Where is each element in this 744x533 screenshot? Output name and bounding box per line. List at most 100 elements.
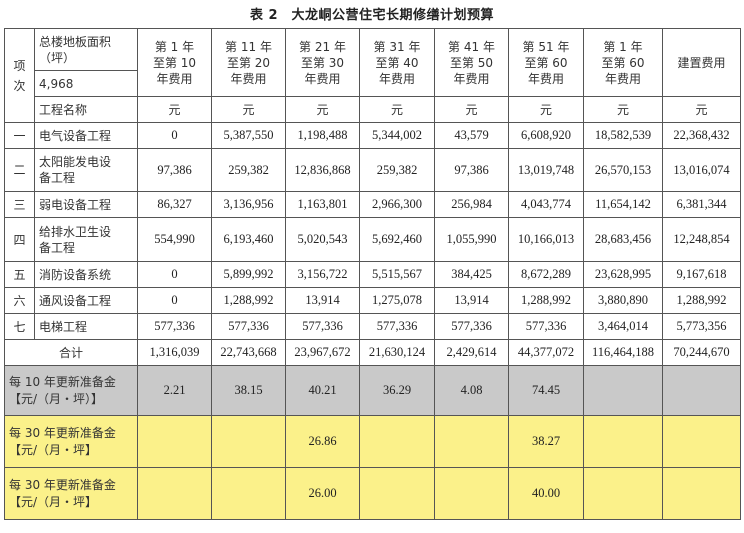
cell-value: 12,836,868 <box>285 148 360 192</box>
cell-value: 13,914 <box>285 287 360 314</box>
table-row: 一 电气设备工程 0 5,387,550 1,198,488 5,344,002… <box>4 122 741 149</box>
table-row: 四 给排水卫生设 备工程 554,990 6,193,460 5,020,543 … <box>4 217 741 262</box>
total-row: 合计 1,316,039 22,743,668 23,967,672 21,63… <box>4 339 741 366</box>
work-name: 太阳能发电设 备工程 <box>34 148 138 192</box>
reserve-value: 26.86 <box>285 415 360 468</box>
reserve-value <box>434 415 509 468</box>
cell-value: 97,386 <box>434 148 509 192</box>
reserve-30yr-label: 每 30 年更新准备金 【元/（月・坪】 <box>4 415 138 468</box>
cell-value: 1,288,992 <box>508 287 584 314</box>
work-name: 通风设备工程 <box>34 287 138 314</box>
total-floor-area-label: 总楼地板面积（坪） <box>34 28 138 71</box>
reserve-value: 40.00 <box>508 467 584 520</box>
item-number-header: 项 次 <box>4 28 35 123</box>
cell-value: 1,288,992 <box>211 287 286 314</box>
cell-value: 1,163,801 <box>285 191 360 218</box>
reserve-value: 38.15 <box>211 365 286 416</box>
work-name: 电梯工程 <box>34 313 138 340</box>
table-row: 五 消防设备系统 0 5,899,992 3,156,722 5,515,567… <box>4 261 741 288</box>
reserve-10yr-label: 每 10 年更新准备金 【元/（月・坪）】 <box>4 365 138 416</box>
cell-value: 28,683,456 <box>583 217 663 262</box>
reserve-value <box>211 415 286 468</box>
cell-value: 1,275,078 <box>359 287 435 314</box>
row-index: 二 <box>4 148 35 192</box>
maintenance-budget-table: 项 次 总楼地板面积（坪） 第 1 年至第 10 年费用 第 11 年至第 20 年… <box>4 28 741 520</box>
unit-label: 元 <box>583 96 663 123</box>
cell-value: 1,055,990 <box>434 217 509 262</box>
unit-label: 元 <box>285 96 360 123</box>
table-title: 表 2 大龙峒公营住宅长期修缮计划预算 <box>249 8 495 23</box>
table-row: 二 太阳能发电设 备工程 97,386 259,382 12,836,868 25… <box>4 148 741 192</box>
reserve-value <box>359 467 435 520</box>
cell-value: 0 <box>137 287 212 314</box>
cell-value: 13,914 <box>434 287 509 314</box>
cell-value: 5,692,460 <box>359 217 435 262</box>
cell-value: 9,167,618 <box>662 261 741 288</box>
cell-value: 6,608,920 <box>508 122 584 149</box>
reserve-value <box>583 467 663 520</box>
cell-value: 23,628,995 <box>583 261 663 288</box>
unit-label: 元 <box>359 96 435 123</box>
row-index: 六 <box>4 287 35 314</box>
cell-value: 384,425 <box>434 261 509 288</box>
unit-label: 元 <box>508 96 584 123</box>
cell-value: 5,020,543 <box>285 217 360 262</box>
cell-value: 22,368,432 <box>662 122 741 149</box>
total-value: 1,316,039 <box>137 339 212 366</box>
reserve-value <box>137 415 212 468</box>
cell-value: 8,672,289 <box>508 261 584 288</box>
cell-value: 5,344,002 <box>359 122 435 149</box>
reserve-value: 2.21 <box>137 365 212 416</box>
cell-value: 13,019,748 <box>508 148 584 192</box>
period-header-1: 第 1 年至第 10 年费用 <box>137 28 212 97</box>
reserve-value: 74.45 <box>508 365 584 416</box>
cell-value: 10,166,013 <box>508 217 584 262</box>
reserve-value: 38.27 <box>508 415 584 468</box>
work-name-header: 工程名称 <box>34 96 138 123</box>
reserve-10yr-row: 每 10 年更新准备金 【元/（月・坪）】 2.21 38.15 40.21 36… <box>4 365 741 416</box>
cell-value: 259,382 <box>211 148 286 192</box>
reserve-value <box>583 365 663 416</box>
cell-value: 13,016,074 <box>662 148 741 192</box>
reserve-30yr-label: 每 30 年更新准备金 【元/（月・坪】 <box>4 467 138 520</box>
row-index: 一 <box>4 122 35 149</box>
cell-value: 3,464,014 <box>583 313 663 340</box>
reserve-value <box>662 365 741 416</box>
cell-value: 5,387,550 <box>211 122 286 149</box>
cell-value: 6,193,460 <box>211 217 286 262</box>
period-header-5: 第 41 年至第 50 年费用 <box>434 28 509 97</box>
total-label: 合计 <box>4 339 138 366</box>
unit-label: 元 <box>662 96 741 123</box>
reserve-30yr-row: 每 30 年更新准备金 【元/（月・坪】 26.86 38.27 <box>4 415 741 468</box>
cell-value: 11,654,142 <box>583 191 663 218</box>
cell-value: 259,382 <box>359 148 435 192</box>
work-name: 弱电设备工程 <box>34 191 138 218</box>
total-value: 44,377,072 <box>508 339 584 366</box>
cell-value: 6,381,344 <box>662 191 741 218</box>
cell-value: 577,336 <box>137 313 212 340</box>
cell-value: 3,136,956 <box>211 191 286 218</box>
reserve-value <box>662 467 741 520</box>
work-name: 电气设备工程 <box>34 122 138 149</box>
table-row: 三 弱电设备工程 86,327 3,136,956 1,163,801 2,96… <box>4 191 741 218</box>
cell-value: 5,899,992 <box>211 261 286 288</box>
reserve-value <box>662 415 741 468</box>
reserve-value <box>211 467 286 520</box>
total-value: 22,743,668 <box>211 339 286 366</box>
reserve-value <box>434 467 509 520</box>
period-header-6: 第 51 年至第 60 年费用 <box>508 28 584 97</box>
cell-value: 577,336 <box>434 313 509 340</box>
total-value: 23,967,672 <box>285 339 360 366</box>
cell-value: 577,336 <box>285 313 360 340</box>
reserve-value <box>583 415 663 468</box>
total-value: 116,464,188 <box>583 339 663 366</box>
cell-value: 3,880,890 <box>583 287 663 314</box>
cell-value: 554,990 <box>137 217 212 262</box>
total-value: 70,244,670 <box>662 339 741 366</box>
period-header-3: 第 21 年至第 30 年费用 <box>285 28 360 97</box>
unit-label: 元 <box>137 96 212 123</box>
cell-value: 97,386 <box>137 148 212 192</box>
reserve-value: 26.00 <box>285 467 360 520</box>
total-value: 2,429,614 <box>434 339 509 366</box>
cell-value: 86,327 <box>137 191 212 218</box>
